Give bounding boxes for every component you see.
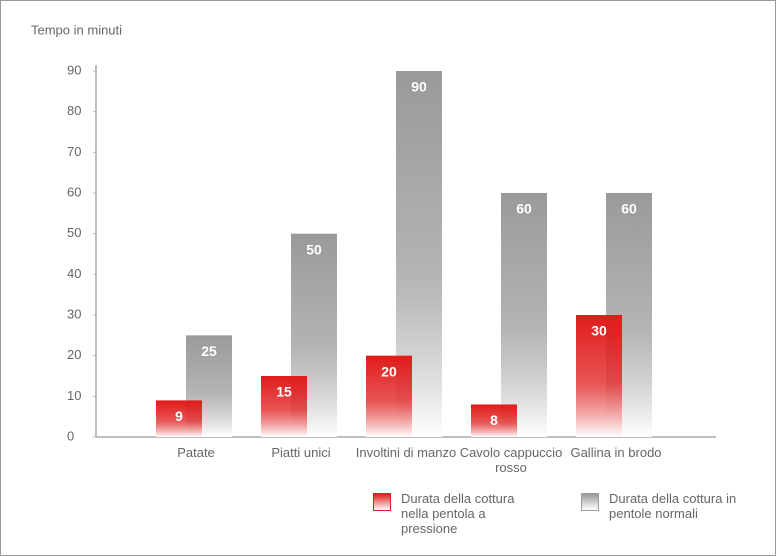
legend-label: Durata della cottura nella pentola a pre… (401, 491, 515, 536)
y-tick-label: 0 (67, 428, 74, 443)
bar (576, 315, 622, 437)
legend-swatch (581, 493, 599, 511)
y-tick-label: 40 (67, 266, 81, 281)
y-tick-label: 30 (67, 306, 81, 321)
value-label: 60 (621, 201, 637, 217)
bar (471, 404, 517, 437)
value-label: 90 (411, 79, 427, 95)
x-tick-label: Gallina in brodo (570, 445, 662, 460)
value-label: 25 (201, 343, 217, 359)
y-tick-label: 70 (67, 144, 81, 159)
bar (366, 355, 412, 437)
x-tick-label: Cavolo cappuccio rosso (459, 445, 563, 475)
value-label: 9 (175, 408, 183, 424)
y-tick-label: 60 (67, 184, 81, 199)
y-tick-label: 80 (67, 103, 81, 118)
value-label: 50 (306, 241, 322, 257)
y-tick-label: 90 (67, 62, 81, 77)
x-tick-label: Involtini di manzo (355, 445, 457, 460)
value-label: 20 (381, 363, 397, 379)
y-tick-label: 10 (67, 388, 81, 403)
value-label: 60 (516, 201, 532, 217)
y-tick-label: 20 (67, 347, 81, 362)
value-label: 8 (490, 412, 498, 428)
bar (156, 400, 202, 437)
bar (501, 193, 547, 437)
x-tick-label: Patate (177, 445, 215, 460)
bar (261, 376, 307, 437)
axis-title: Tempo in minuti (31, 22, 122, 37)
value-label: 30 (591, 323, 607, 339)
value-label: 15 (276, 384, 292, 400)
y-tick-label: 50 (67, 225, 81, 240)
legend-label: Durata della cottura in pentole normali (609, 491, 737, 521)
legend-swatch (373, 493, 391, 511)
x-tick-label: Piatti unici (271, 445, 331, 460)
